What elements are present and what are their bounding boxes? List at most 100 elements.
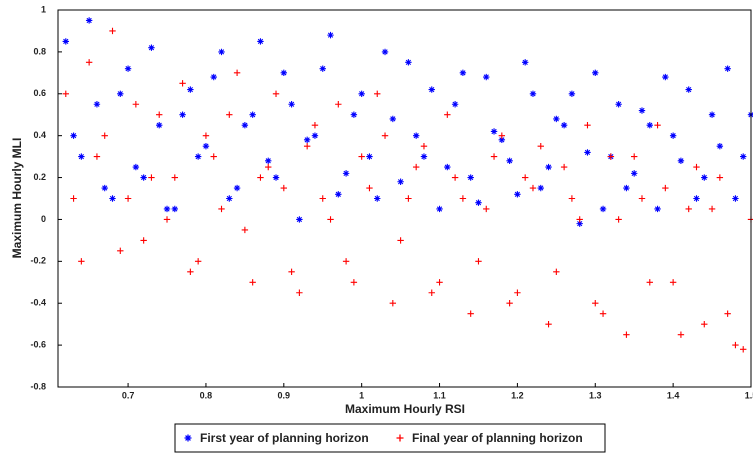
point	[397, 178, 404, 185]
point	[716, 174, 724, 181]
point	[724, 310, 731, 317]
point	[623, 331, 630, 338]
point	[397, 237, 404, 244]
point	[607, 153, 615, 160]
point	[685, 205, 692, 213]
point	[592, 69, 599, 77]
point	[560, 121, 568, 129]
point	[280, 184, 288, 192]
point	[366, 153, 373, 160]
x-tick-label: 0.9	[278, 390, 291, 400]
point	[599, 310, 607, 317]
point	[537, 142, 544, 150]
x-tick-label: 1.2	[511, 390, 524, 400]
point	[117, 247, 124, 255]
point	[249, 279, 256, 286]
point	[335, 101, 342, 108]
point	[584, 121, 591, 129]
point	[280, 69, 288, 77]
point	[233, 69, 241, 77]
point	[615, 101, 622, 108]
x-tick-label: 0.8	[200, 390, 213, 400]
point	[124, 65, 132, 72]
point	[662, 73, 669, 81]
point	[350, 279, 358, 286]
point	[708, 205, 716, 213]
point	[194, 153, 202, 160]
legend-label: Final year of planning horizon	[412, 431, 583, 445]
point	[490, 128, 498, 135]
point	[374, 90, 381, 97]
point	[436, 279, 443, 286]
point	[740, 153, 747, 160]
point	[498, 136, 506, 144]
y-tick-label: -0.2	[30, 256, 46, 266]
point	[428, 289, 435, 296]
point	[296, 289, 303, 296]
point	[662, 184, 669, 192]
point	[654, 121, 661, 129]
point	[202, 132, 210, 139]
point	[701, 174, 708, 181]
point	[358, 153, 365, 160]
point	[319, 195, 326, 202]
point	[226, 195, 233, 202]
point	[631, 153, 638, 160]
point	[140, 174, 147, 181]
point	[218, 205, 225, 213]
point	[568, 195, 576, 202]
x-axis-label: Maximum Hourly RSI	[345, 402, 465, 416]
point	[444, 111, 451, 118]
point	[732, 195, 739, 202]
point	[436, 205, 443, 213]
point	[467, 174, 474, 181]
point	[381, 48, 389, 56]
x-tick-label: 1.3	[589, 390, 602, 400]
point	[521, 59, 529, 66]
point	[693, 163, 700, 171]
point	[78, 153, 85, 160]
point	[584, 149, 591, 156]
point	[514, 191, 521, 198]
point	[576, 216, 583, 223]
y-tick-label: 1	[41, 4, 46, 14]
point	[669, 279, 677, 286]
point	[124, 195, 132, 202]
point	[202, 142, 210, 150]
y-tick-label: 0.6	[33, 88, 46, 98]
point	[327, 31, 334, 39]
point	[646, 121, 653, 129]
legend-marker	[396, 434, 404, 442]
point	[187, 86, 194, 93]
point	[156, 111, 163, 118]
point	[732, 341, 739, 349]
point	[529, 184, 537, 192]
point	[179, 111, 186, 118]
y-tick-label: 0.2	[33, 172, 46, 182]
point	[218, 48, 225, 56]
point	[537, 184, 544, 192]
x-tick-label: 1.1	[433, 390, 446, 400]
point	[163, 205, 171, 213]
point	[545, 320, 552, 328]
x-tick-label: 1	[359, 390, 364, 400]
point	[615, 216, 622, 223]
point	[545, 163, 552, 171]
point	[226, 111, 233, 118]
point	[163, 216, 171, 223]
point	[140, 237, 147, 244]
point	[483, 205, 490, 213]
point	[475, 258, 482, 265]
point	[101, 132, 108, 139]
point	[506, 157, 513, 164]
point	[381, 132, 389, 139]
point	[148, 44, 155, 51]
point	[420, 153, 428, 160]
point	[342, 170, 350, 177]
point	[272, 174, 280, 181]
y-tick-label: -0.8	[30, 381, 46, 391]
point	[638, 107, 646, 114]
point	[521, 174, 529, 181]
plot-frame	[57, 9, 752, 388]
